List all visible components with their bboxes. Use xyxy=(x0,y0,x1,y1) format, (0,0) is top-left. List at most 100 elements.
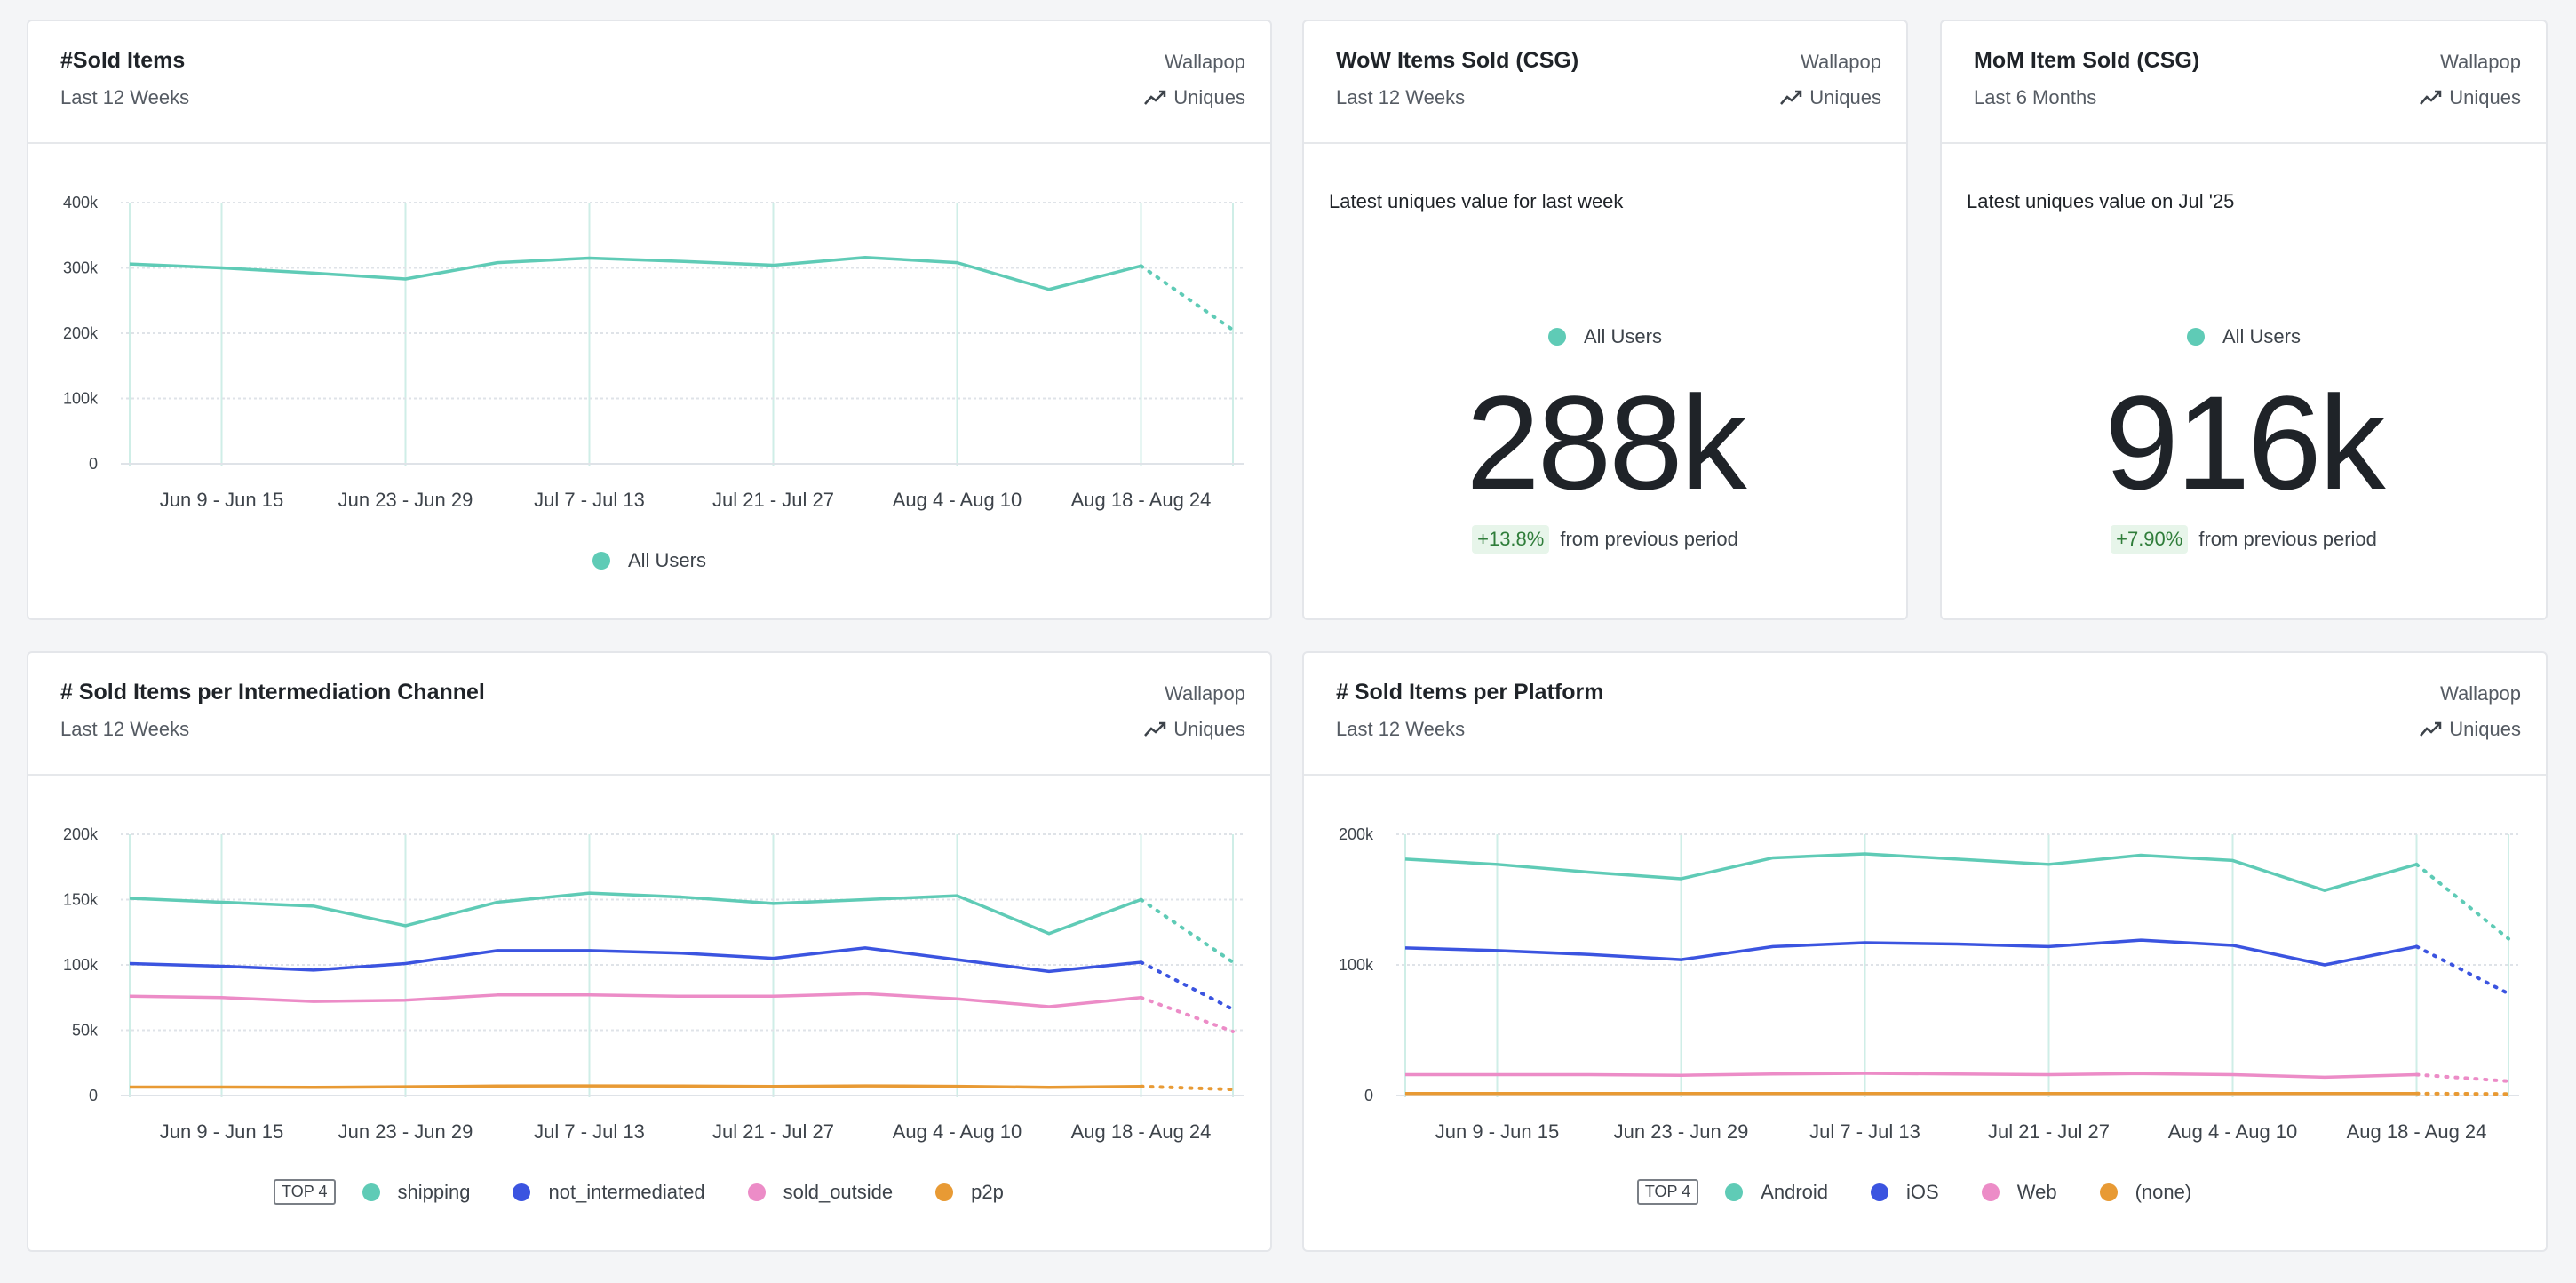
card-title[interactable]: MoM Item Sold (CSG) xyxy=(1974,48,2200,73)
sold-items-chart[interactable]: 0 100k 200k 300k 400k Jun 9 - Jun 15 Jun 23 - … xyxy=(28,21,1274,519)
legend-item-all-users[interactable]: All Users xyxy=(592,549,706,572)
legend-dot xyxy=(1725,1183,1744,1201)
series-line-sold-outside xyxy=(129,992,1141,1008)
metric-selector[interactable]: Uniques xyxy=(1143,86,1245,109)
series-partial-segment xyxy=(2414,1072,2510,1083)
metric-label: Uniques xyxy=(2449,718,2521,740)
y-tick-label: 400k xyxy=(63,194,99,211)
delta-text: from previous period xyxy=(1560,528,1738,550)
x-tick-label: Jul 7 - Jul 13 xyxy=(534,489,645,511)
x-tick-label: Aug 18 - Aug 24 xyxy=(1071,1120,1212,1143)
y-tick-label: 150k xyxy=(63,891,99,909)
legend-dot xyxy=(935,1183,954,1201)
legend-dot xyxy=(1981,1183,2000,1201)
card-source[interactable]: Wallapop xyxy=(2440,51,2521,73)
trend-line-icon xyxy=(1780,90,1802,105)
card-subtitle: Last 6 Months xyxy=(1974,86,2097,108)
legend-dot xyxy=(2099,1183,2118,1201)
legend-label: sold_outside xyxy=(783,1180,894,1203)
legend-item-shipping[interactable]: shipping xyxy=(362,1180,471,1204)
y-tick-label: 200k xyxy=(63,825,99,843)
series-partial-segment xyxy=(1139,1084,1235,1092)
card-header: WoW Items Sold (CSG) Last 12 Weeks Walla… xyxy=(1304,21,1906,144)
legend-label: All Users xyxy=(627,549,706,571)
legend-item-p2p[interactable]: p2p xyxy=(935,1181,1004,1204)
legend-label: not_intermediated xyxy=(548,1180,705,1203)
metric-selector[interactable]: Uniques xyxy=(1143,718,1245,741)
chart-legend: TOP 4 Android iOS Web (none) xyxy=(1304,1179,2546,1205)
x-tick-label: Jun 9 - Jun 15 xyxy=(160,489,283,511)
x-tick-label: Aug 18 - Aug 24 xyxy=(1071,489,1212,511)
card-subtitle: Last 12 Weeks xyxy=(1336,718,1466,740)
y-tick-label: 0 xyxy=(1364,1087,1373,1104)
kpi-caption: Latest uniques value on Jul '25 xyxy=(1967,190,2235,212)
channel-chart[interactable]: 0 50k 100k 150k 200k Jun 9 - Jun 15 Jun 23 - J… xyxy=(28,653,1274,1151)
card-title[interactable]: #Sold Items xyxy=(60,48,186,73)
top-4-badge[interactable]: TOP 4 xyxy=(274,1179,336,1205)
x-tick-label: Aug 4 - Aug 10 xyxy=(893,1120,1022,1143)
kpi-value: 288k xyxy=(1466,368,1746,517)
legend-label: All Users xyxy=(1583,325,1662,347)
legend-dot xyxy=(1871,1183,1889,1201)
kpi-delta: +7.90% from previous period xyxy=(1942,525,2546,554)
metric-selector[interactable]: Uniques xyxy=(2419,718,2521,741)
series-partial-segment xyxy=(1139,960,1235,1011)
kpi-legend: All Users xyxy=(1304,325,1906,348)
legend-dot xyxy=(747,1183,766,1201)
legend-label: (none) xyxy=(2135,1180,2192,1203)
legend-item-sold-outside[interactable]: sold_outside xyxy=(747,1180,894,1204)
x-tick-label: Jul 21 - Jul 27 xyxy=(712,1120,834,1143)
metric-label: Uniques xyxy=(2449,86,2521,108)
kpi-legend: All Users xyxy=(1942,325,2546,348)
series-partial-segment xyxy=(2414,862,2510,941)
legend-label: All Users xyxy=(2222,325,2301,347)
metric-label: Uniques xyxy=(1173,718,1245,740)
platform-chart[interactable]: 0 100k 200k Jun 9 - Jun 15 Jun 23 - Jun 29 Ju… xyxy=(1304,653,2549,1151)
x-tick-label: Jul 7 - Jul 13 xyxy=(1809,1120,1920,1143)
series-line-all-users xyxy=(129,255,1141,291)
series-line-web xyxy=(1405,1072,2417,1080)
kpi-delta: +13.8% from previous period xyxy=(1304,525,1906,554)
legend-item-not-intermediated[interactable]: not_intermediated xyxy=(513,1180,705,1204)
card-source[interactable]: Wallapop xyxy=(1165,51,1245,73)
legend-item-android[interactable]: Android xyxy=(1725,1181,1828,1204)
card-source[interactable]: Wallapop xyxy=(2440,682,2521,705)
trend-line-icon xyxy=(1144,90,1166,105)
metric-selector[interactable]: Uniques xyxy=(2419,86,2521,109)
metric-selector[interactable]: Uniques xyxy=(1779,86,1881,109)
wow-items-card: WoW Items Sold (CSG) Last 12 Weeks Walla… xyxy=(1302,20,1908,620)
card-source[interactable]: Wallapop xyxy=(1801,51,1881,73)
y-tick-label: 100k xyxy=(63,956,99,974)
channel-card: # Sold Items per Intermediation Channel … xyxy=(27,651,1272,1252)
legend-label: shipping xyxy=(397,1180,471,1203)
series-line-android xyxy=(1404,852,2417,892)
x-tick-label: Jun 9 - Jun 15 xyxy=(160,1120,283,1143)
card-title[interactable]: # Sold Items per Intermediation Channel xyxy=(60,680,485,705)
x-tick-label: Jun 23 - Jun 29 xyxy=(338,1120,473,1143)
delta-badge: +7.90% xyxy=(2111,525,2189,554)
legend-item-web[interactable]: Web xyxy=(1981,1181,2057,1204)
card-header: #Sold Items Last 12 Weeks Wallapop Uniqu… xyxy=(28,21,1270,144)
legend-label: iOS xyxy=(1906,1180,1939,1203)
legend-dot xyxy=(362,1183,380,1201)
card-subtitle: Last 12 Weeks xyxy=(60,718,190,740)
top-4-badge[interactable]: TOP 4 xyxy=(1636,1179,1699,1205)
legend-item-ios[interactable]: iOS xyxy=(1871,1181,1939,1204)
kpi-value: 916k xyxy=(2104,368,2385,517)
metric-label: Uniques xyxy=(1809,86,1881,108)
y-tick-label: 0 xyxy=(89,455,98,473)
series-line-ios xyxy=(1404,938,2417,967)
sold-items-card: #Sold Items Last 12 Weeks Wallapop Uniqu… xyxy=(27,20,1272,620)
legend-dot xyxy=(513,1183,531,1201)
card-title[interactable]: # Sold Items per Platform xyxy=(1336,680,1604,705)
legend-label: p2p xyxy=(971,1180,1004,1203)
card-source[interactable]: Wallapop xyxy=(1165,682,1245,705)
series-partial-segment xyxy=(2414,944,2510,996)
trend-line-icon xyxy=(2420,90,2442,105)
x-tick-label: Jul 21 - Jul 27 xyxy=(1988,1120,2110,1143)
card-title[interactable]: WoW Items Sold (CSG) xyxy=(1336,48,1579,73)
x-tick-label: Aug 18 - Aug 24 xyxy=(2347,1120,2487,1143)
legend-item-none[interactable]: (none) xyxy=(2099,1180,2192,1204)
series-partial-segment xyxy=(1139,264,1235,332)
x-tick-label: Jun 9 - Jun 15 xyxy=(1435,1120,1559,1143)
